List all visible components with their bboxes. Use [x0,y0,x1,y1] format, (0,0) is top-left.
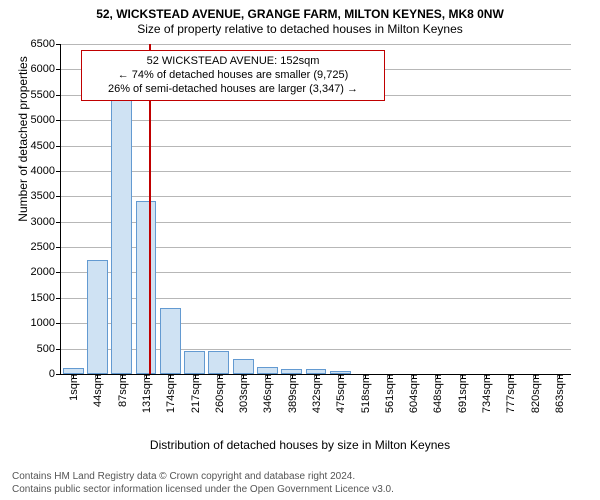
x-tick-label: 561sqm [382,374,396,413]
x-tick-label: 820sqm [528,374,542,413]
histogram-bar [306,369,327,374]
y-tick-label: 3000 [31,216,61,228]
x-tick-label: 217sqm [188,374,202,413]
grid-line [61,171,571,172]
x-tick-label: 475sqm [333,374,347,413]
page-title: 52, WICKSTEAD AVENUE, GRANGE FARM, MILTO… [0,7,600,21]
y-tick-label: 2500 [31,241,61,253]
x-tick-label: 518sqm [358,374,372,413]
y-tick-label: 2000 [31,266,61,278]
x-tick-label: 346sqm [260,374,274,413]
grid-line [61,146,571,147]
x-tick-label: 734sqm [479,374,493,413]
y-axis-label: Number of detached properties [16,0,30,304]
x-tick-label: 432sqm [309,374,323,413]
x-tick-label: 691sqm [455,374,469,413]
histogram-bar [63,368,84,374]
x-tick-label: 260sqm [212,374,226,413]
x-tick-label: 389sqm [285,374,299,413]
grid-line [61,196,571,197]
y-tick-label: 3500 [31,190,61,202]
histogram-plot: 0500100015002000250030003500400045005000… [60,44,571,375]
y-tick-label: 1000 [31,317,61,329]
footer-line-2: Contains public sector information licen… [12,484,394,497]
footer-line-1: Contains HM Land Registry data © Crown c… [12,471,394,484]
x-axis-label: Distribution of detached houses by size … [0,438,600,452]
x-tick-label: 1sqm [66,374,80,401]
x-tick-label: 604sqm [406,374,420,413]
y-tick-label: 4000 [31,165,61,177]
histogram-bar [184,351,205,374]
y-tick-label: 1500 [31,292,61,304]
y-tick-label: 5000 [31,114,61,126]
histogram-bar [160,308,181,374]
x-tick-label: 648sqm [430,374,444,413]
histogram-bar [257,367,278,374]
annotation-line-1: 52 WICKSTEAD AVENUE: 152sqm [88,55,378,69]
x-tick-label: 131sqm [139,374,153,413]
histogram-bar [330,371,351,374]
histogram-bar [136,201,157,374]
y-tick-label: 6000 [31,63,61,75]
histogram-bar [111,95,132,374]
annotation-box: 52 WICKSTEAD AVENUE: 152sqm ← 74% of det… [81,50,385,101]
y-tick-label: 6500 [31,38,61,50]
x-tick-label: 863sqm [552,374,566,413]
y-tick-label: 0 [49,368,61,380]
y-tick-label: 500 [37,343,61,355]
page-subtitle: Size of property relative to detached ho… [0,22,600,36]
histogram-bar [281,369,302,374]
grid-line [61,44,571,45]
histogram-bar [208,351,229,374]
attribution-footer: Contains HM Land Registry data © Crown c… [12,471,394,496]
x-tick-label: 303sqm [236,374,250,413]
histogram-bar [233,359,254,374]
annotation-line-3: 26% of semi-detached houses are larger (… [88,83,378,97]
y-tick-label: 5500 [31,89,61,101]
histogram-bar [87,260,108,374]
grid-line [61,120,571,121]
x-tick-label: 777sqm [503,374,517,413]
y-tick-label: 4500 [31,140,61,152]
x-tick-label: 44sqm [90,374,104,407]
annotation-line-2: ← 74% of detached houses are smaller (9,… [88,69,378,83]
x-tick-label: 174sqm [163,374,177,413]
x-tick-label: 87sqm [115,374,129,407]
